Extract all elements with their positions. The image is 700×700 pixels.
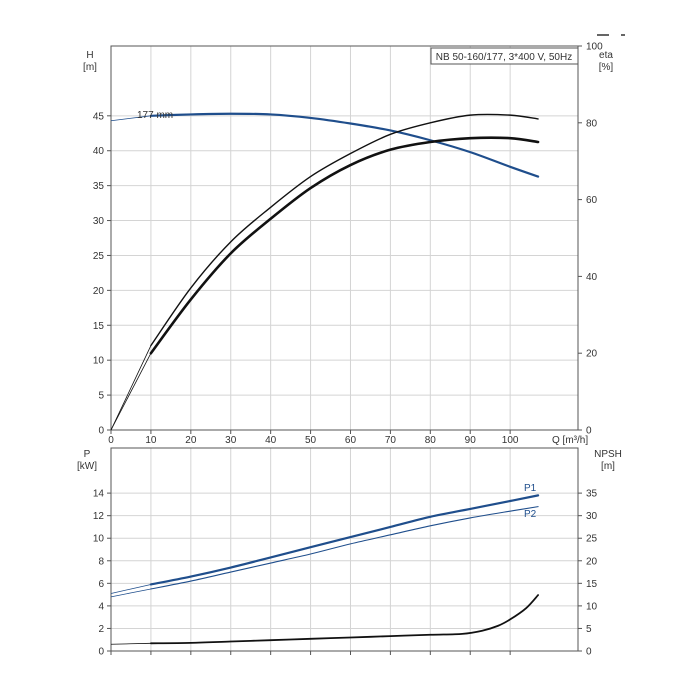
chart-title: NB 50-160/177, 3*400 V, 50Hz	[436, 52, 572, 63]
bot-left-tick-label-8: 8	[98, 556, 104, 567]
top-series-group	[110, 112, 540, 431]
x-tick-label-30: 30	[225, 435, 237, 446]
top-left-tick-label-0: 0	[98, 426, 104, 437]
bot-right-tick-label-25: 25	[586, 534, 598, 545]
bot-left-tick-label-10: 10	[93, 534, 105, 545]
npsh-axis-label: NPSH	[594, 449, 622, 460]
bottom-plot-frame	[110, 447, 579, 652]
top-series-0-extension	[110, 115, 151, 122]
bot-right-tick-label-20: 20	[586, 556, 598, 567]
bot-series-2-line	[150, 594, 539, 645]
bot-right-tick-label-5: 5	[586, 624, 592, 635]
x-tick-label-50: 50	[305, 435, 317, 446]
x-tick-label-40: 40	[265, 435, 277, 446]
eta-axis-unit: [%]	[599, 62, 614, 73]
top-plot-frame	[110, 45, 579, 431]
top-left-tick-label-25: 25	[93, 251, 105, 262]
title-box	[430, 47, 579, 65]
x-tick-label-90: 90	[465, 435, 477, 446]
head-efficiency-panel: 0 10 20 30 40 50 60 70 80 90 100 0 5 10 15 20 25 30 35 40 45…	[83, 42, 613, 447]
bot-left-tick-label-14: 14	[93, 489, 105, 500]
bot-left-tick-label-6: 6	[98, 579, 104, 590]
top-left-tick-label-20: 20	[93, 286, 105, 297]
bot-series-2-extension	[110, 642, 151, 645]
x-tick-label-20: 20	[185, 435, 197, 446]
bot-left-tick-label-0: 0	[98, 647, 104, 658]
top-left-tick-label-45: 45	[93, 111, 105, 122]
top-right-tick-label-20: 20	[586, 349, 598, 360]
npsh-axis-unit: [m]	[601, 461, 615, 472]
p2-series-label: P2	[524, 509, 537, 520]
top-left-tick-label-35: 35	[93, 181, 105, 192]
power-npsh-panel: 0 2 4 6 8 10 12 14 0 5 10 15 20 25 30 35 P [kW] NPSH [m…	[77, 447, 622, 658]
x-tick-label-60: 60	[345, 435, 357, 446]
top-right-tick-label-80: 80	[586, 118, 598, 129]
top-series-1-line	[150, 113, 539, 347]
x-tick-label-100: 100	[502, 435, 519, 446]
top-series-2-line	[149, 136, 540, 355]
top-tick-labels: 0 10 20 30 40 50 60 70 80 90 100 0 5 10 15 20 25 30 35 40 45…	[93, 42, 603, 447]
top-right-tick-label-100: 100	[586, 42, 603, 53]
bottom-tick-labels: 0 2 4 6 8 10 12 14 0 5 10 15 20 25 30 35	[93, 489, 598, 658]
x-tick-label-70: 70	[385, 435, 397, 446]
bot-right-tick-label-0: 0	[586, 647, 592, 658]
top-right-tick-label-0: 0	[586, 426, 592, 437]
top-grid	[107, 45, 582, 434]
p1-series-label: P1	[524, 483, 537, 494]
top-left-tick-label-40: 40	[93, 146, 105, 157]
top-series-0-line	[149, 112, 540, 178]
bot-right-tick-label-35: 35	[586, 489, 598, 500]
bot-left-tick-label-12: 12	[93, 511, 105, 522]
eta-axis-label: eta	[599, 50, 613, 61]
bottom-series-group	[110, 494, 540, 645]
top-right-tick-label-60: 60	[586, 195, 598, 206]
p-axis-label: P	[84, 449, 91, 460]
x-tick-label-80: 80	[425, 435, 437, 446]
top-right-tick-label-40: 40	[586, 272, 598, 283]
top-left-tick-label-30: 30	[93, 216, 105, 227]
bot-left-tick-label-2: 2	[98, 624, 104, 635]
bot-series-0-line	[149, 494, 540, 586]
h-axis-unit: [m]	[83, 62, 97, 73]
bot-right-tick-label-10: 10	[586, 601, 598, 612]
bottom-grid	[107, 448, 582, 655]
bot-left-tick-label-4: 4	[98, 601, 104, 612]
impeller-diameter-annotation: 177 mm	[137, 110, 173, 121]
q-axis-label: Q [m³/h]	[552, 435, 588, 446]
x-tick-label-0: 0	[108, 435, 114, 446]
p-axis-unit: [kW]	[77, 461, 97, 472]
top-left-tick-label-15: 15	[93, 321, 105, 332]
x-tick-label-10: 10	[145, 435, 157, 446]
top-left-tick-label-10: 10	[93, 356, 105, 367]
top-left-tick-label-5: 5	[98, 391, 104, 402]
bot-right-tick-label-30: 30	[586, 511, 598, 522]
bot-series-0-extension	[110, 584, 151, 594]
top-series-2-extension	[110, 353, 152, 431]
top-series-1-extension	[110, 345, 152, 431]
h-axis-label: H	[86, 50, 93, 61]
bot-right-tick-label-15: 15	[586, 579, 598, 590]
bot-series-1-extension	[110, 588, 151, 598]
bot-series-1-line	[150, 506, 539, 590]
